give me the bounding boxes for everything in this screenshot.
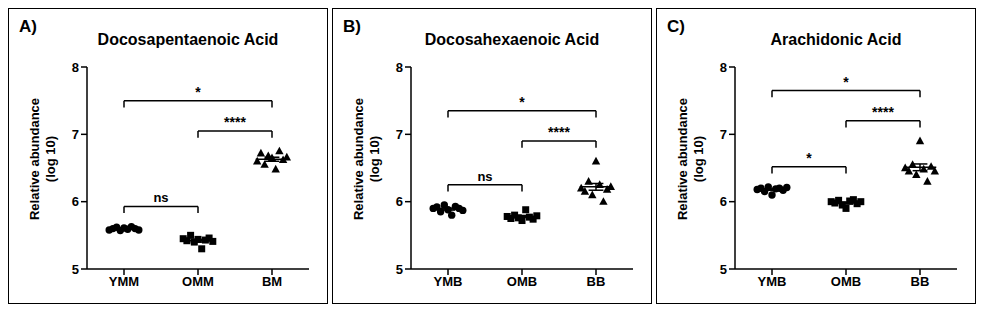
svg-text:6: 6	[396, 194, 403, 209]
html-text:Arachidonic Acid: Arachidonic Acid	[770, 31, 902, 48]
svg-text:OMB: OMB	[831, 274, 861, 289]
svg-text:5: 5	[720, 262, 727, 277]
svg-text:OMM: OMM	[182, 274, 214, 289]
svg-text:****: ****	[872, 104, 894, 120]
svg-text:6: 6	[720, 194, 727, 209]
html-text:Relative abundance: Relative abundance	[351, 98, 366, 221]
html-text:(log 10): (log 10)	[367, 135, 382, 183]
svg-text:YMB: YMB	[434, 274, 463, 289]
svg-text:****: ****	[224, 114, 246, 130]
svg-text:YMM: YMM	[109, 274, 139, 289]
html-text:Docosapentaenoic Acid: Docosapentaenoic Acid	[97, 31, 279, 48]
html-text:A): A)	[19, 17, 37, 36]
html-text:(log 10): (log 10)	[691, 135, 706, 183]
html-text:B): B)	[343, 17, 361, 36]
html-text:C): C)	[667, 17, 685, 36]
svg-text:7: 7	[396, 127, 403, 142]
svg-text:8: 8	[72, 60, 79, 75]
html-text:Relative abundance: Relative abundance	[675, 98, 690, 221]
svg-text:*: *	[195, 84, 201, 100]
svg-text:YMB: YMB	[758, 274, 787, 289]
svg-text:*: *	[843, 74, 849, 90]
svg-text:8: 8	[396, 60, 403, 75]
html-text:Docosahexaenoic Acid: Docosahexaenoic Acid	[424, 31, 600, 48]
svg-text:5: 5	[396, 262, 403, 277]
html-text:Relative abundance: Relative abundance	[27, 98, 42, 221]
svg-text:6: 6	[72, 194, 79, 209]
svg-text:5: 5	[72, 262, 79, 277]
svg-text:ns: ns	[153, 190, 168, 205]
svg-text:*: *	[519, 94, 525, 110]
svg-text:BB: BB	[587, 274, 606, 289]
svg-text:8: 8	[720, 60, 727, 75]
svg-text:7: 7	[720, 127, 727, 142]
svg-text:BM: BM	[262, 274, 282, 289]
svg-text:ns: ns	[477, 169, 492, 184]
html-text:(log 10): (log 10)	[43, 135, 58, 183]
svg-text:****: ****	[548, 124, 570, 140]
svg-text:OMB: OMB	[507, 274, 537, 289]
svg-text:BB: BB	[911, 274, 930, 289]
svg-text:*: *	[806, 150, 812, 166]
svg-text:7: 7	[72, 127, 79, 142]
